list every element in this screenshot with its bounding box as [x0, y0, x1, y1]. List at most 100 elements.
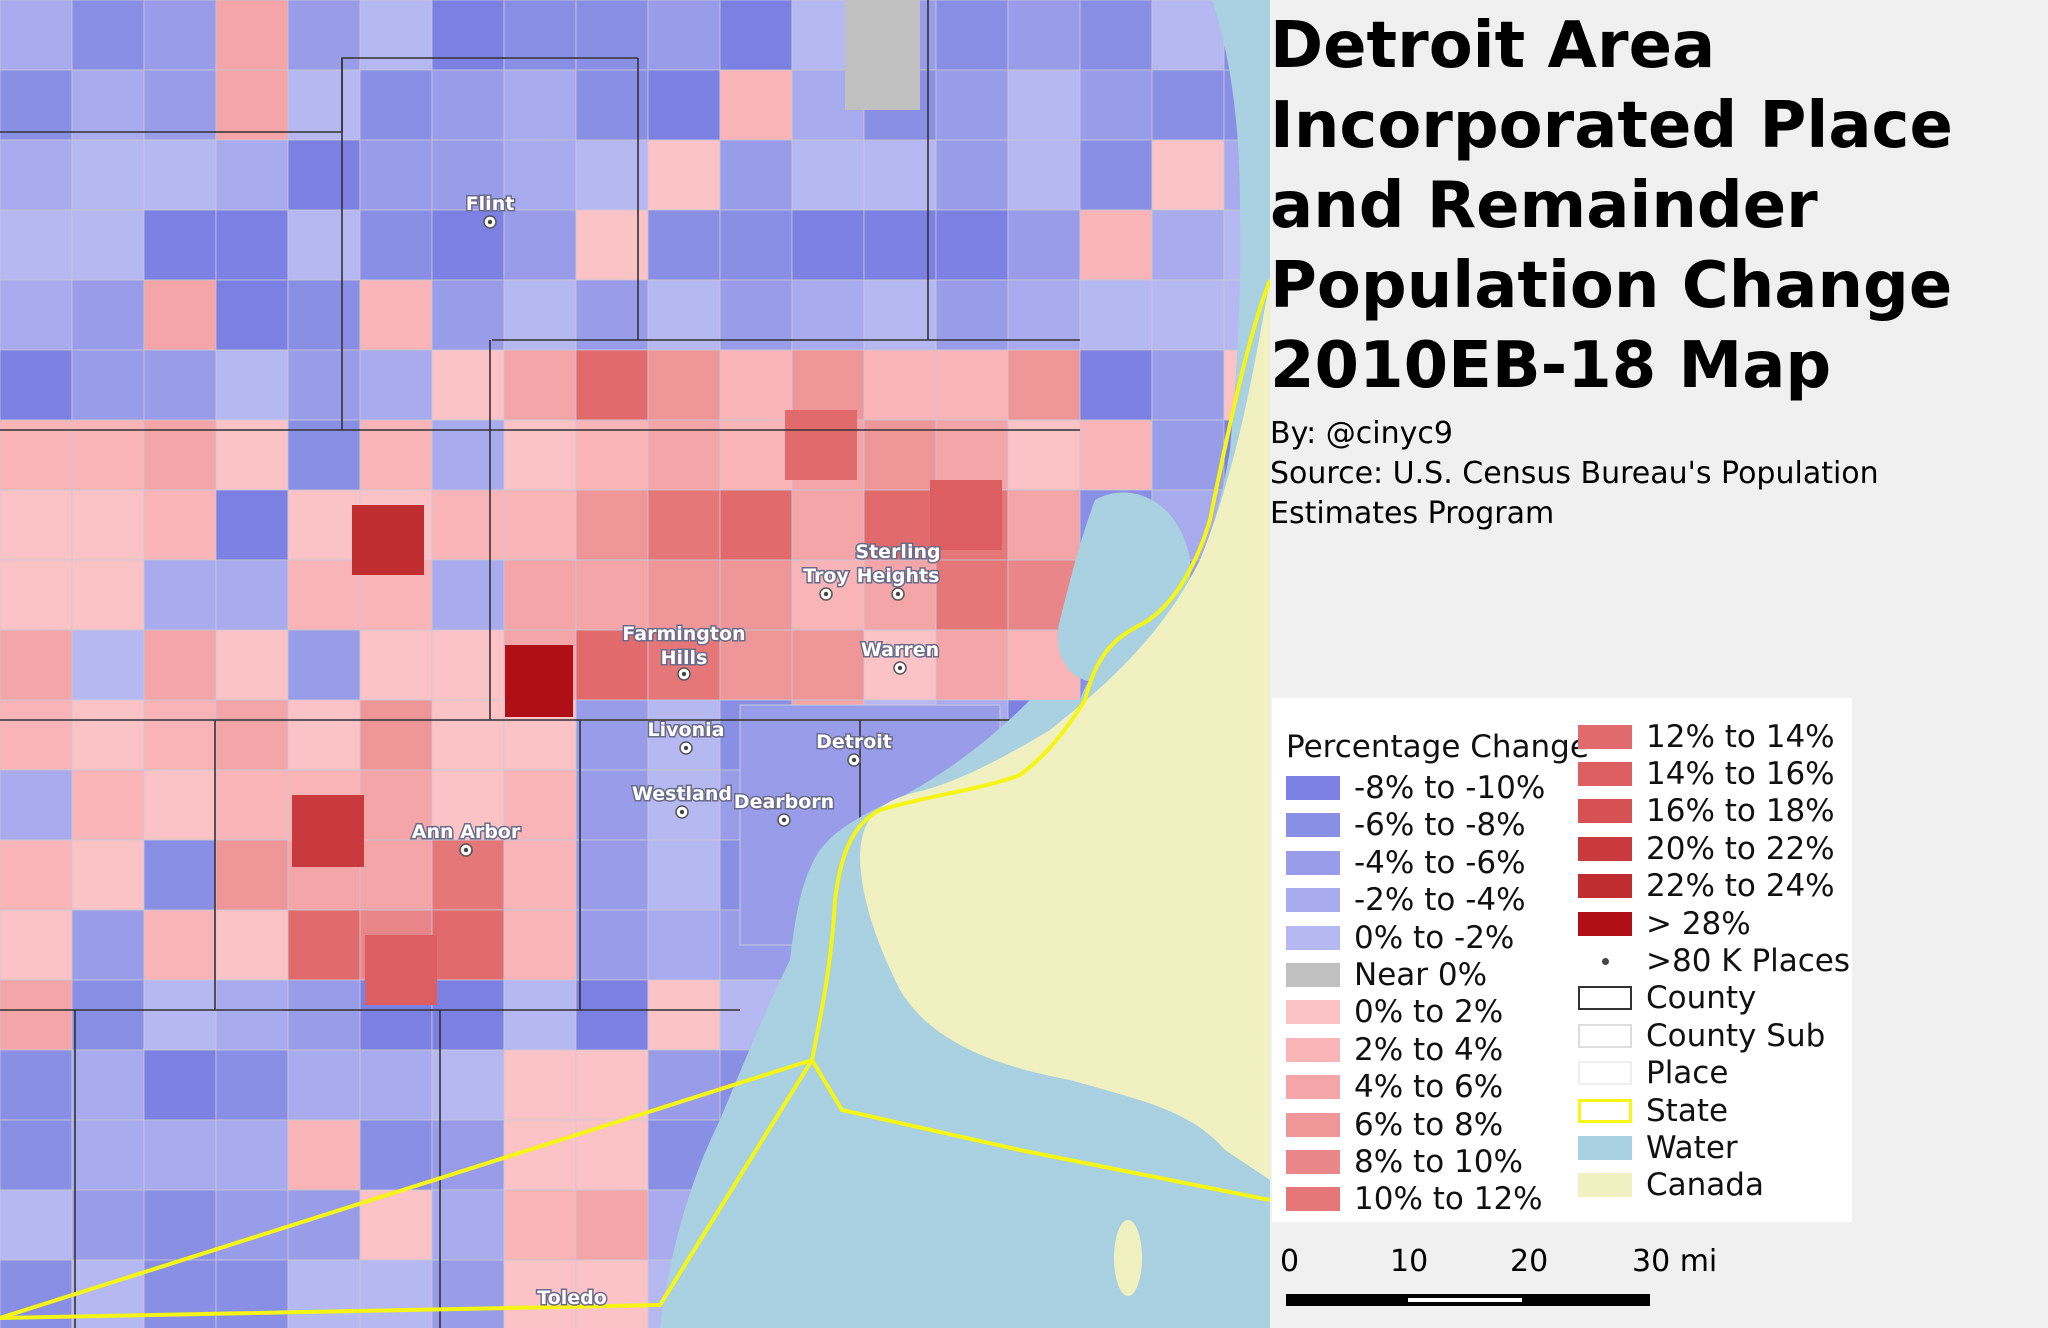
legend-item-label: >80 K Places	[1646, 943, 1851, 980]
legend-item: Water	[1578, 1129, 1850, 1166]
township-tile	[143, 769, 217, 841]
township-tile	[215, 1049, 289, 1121]
township-tile	[647, 209, 721, 281]
legend-item: Canada	[1578, 1167, 1850, 1204]
legend-item-label: 2% to 4%	[1354, 1031, 1504, 1068]
township-tile	[719, 489, 793, 561]
township-tile	[431, 1259, 505, 1328]
township-tile	[287, 699, 361, 771]
township-tile	[287, 279, 361, 351]
township-tile	[359, 629, 433, 701]
township-tile	[575, 209, 649, 281]
township-tile	[215, 979, 289, 1051]
legend-swatch	[1286, 1187, 1340, 1212]
scale-tick-label: 20	[1510, 1244, 1549, 1279]
township-tile	[503, 559, 577, 631]
township-tile	[935, 0, 1009, 71]
township-tile	[215, 769, 289, 841]
legend-swatch	[1578, 1023, 1632, 1048]
township-tile	[431, 489, 505, 561]
scale-bar: 0 10 20 30 mi	[1280, 1236, 1740, 1316]
township-tile	[1007, 209, 1081, 281]
township-tile	[143, 699, 217, 771]
legend-item: >80 K Places	[1578, 942, 1850, 979]
township-tile	[359, 279, 433, 351]
township-tile	[575, 279, 649, 351]
legend-item-label: 4% to 6%	[1354, 1069, 1504, 1106]
city-label: Heights	[857, 565, 940, 587]
township-tile	[503, 279, 577, 351]
legend-swatch	[1578, 1173, 1632, 1198]
township-tile	[935, 629, 1009, 701]
city-label: Sterling	[855, 541, 940, 563]
township-tile	[71, 979, 145, 1051]
township-tile	[791, 279, 865, 351]
township-tile	[292, 795, 364, 867]
township-tile	[503, 489, 577, 561]
township-tile	[71, 839, 145, 911]
township-tile	[215, 489, 289, 561]
place-dot-icon	[1578, 949, 1632, 973]
township-tile	[647, 489, 721, 561]
township-tile	[1151, 419, 1225, 491]
township-tile	[785, 410, 857, 480]
township-tile	[845, 0, 920, 110]
township-tile	[287, 1259, 361, 1328]
township-tile	[287, 139, 361, 211]
legend-item-label: -8% to -10%	[1354, 770, 1546, 807]
legend-swatch	[1286, 813, 1340, 838]
legend-item: Near 0%	[1286, 956, 1589, 993]
legend-item: 2% to 4%	[1286, 1031, 1589, 1068]
township-tile	[647, 0, 721, 71]
legend-item-label: 8% to 10%	[1354, 1143, 1523, 1180]
city-marker: Warren	[859, 638, 941, 675]
township-tile	[359, 139, 433, 211]
township-tile	[935, 69, 1009, 141]
township-tile	[287, 559, 361, 631]
township-tile	[143, 839, 217, 911]
scale-tick-label: 0	[1280, 1244, 1300, 1279]
scale-bar-graphic	[1286, 1294, 1650, 1306]
legend-swatch	[1578, 911, 1632, 936]
scale-bar-segment	[1408, 1298, 1522, 1302]
township-tile	[215, 0, 289, 71]
township-tile	[791, 489, 865, 561]
city-marker: Detroit	[815, 730, 893, 767]
township-tile	[1079, 349, 1153, 421]
township-tile	[71, 1049, 145, 1121]
township-tile	[359, 769, 433, 841]
legend-column-right: 12% to 14% 14% to 16% 16% to 18% 20% to 22%…	[1578, 718, 1850, 1204]
township-tile	[143, 909, 217, 981]
legend-item: 16% to 18%	[1578, 793, 1850, 830]
township-tile	[359, 419, 433, 491]
legend-item-label: 16% to 18%	[1646, 793, 1835, 830]
township-tile	[359, 0, 433, 71]
township-tile	[359, 839, 433, 911]
township-tile	[0, 1189, 73, 1261]
township-tile	[71, 1119, 145, 1191]
legend-swatch	[1578, 1061, 1632, 1086]
township-tile	[0, 69, 73, 141]
township-tile	[287, 489, 361, 561]
township-tile	[215, 139, 289, 211]
township-tile	[0, 489, 73, 561]
township-tile	[0, 139, 73, 211]
township-tile	[0, 1119, 73, 1191]
city-label: Farmington	[622, 623, 745, 645]
township-tile	[71, 769, 145, 841]
township-tile	[71, 559, 145, 631]
township-tile	[143, 0, 217, 71]
legend-item-label: 0% to 2%	[1354, 994, 1504, 1031]
township-tile	[431, 1189, 505, 1261]
township-tile	[287, 979, 361, 1051]
township-tile	[791, 349, 865, 421]
township-tile	[503, 1049, 577, 1121]
legend-item: -4% to -6%	[1286, 844, 1589, 881]
legend-item-label: 12% to 14%	[1646, 718, 1835, 755]
township-tile	[719, 69, 793, 141]
township-tile	[431, 419, 505, 491]
township-tile	[575, 69, 649, 141]
township-tile	[215, 1189, 289, 1261]
